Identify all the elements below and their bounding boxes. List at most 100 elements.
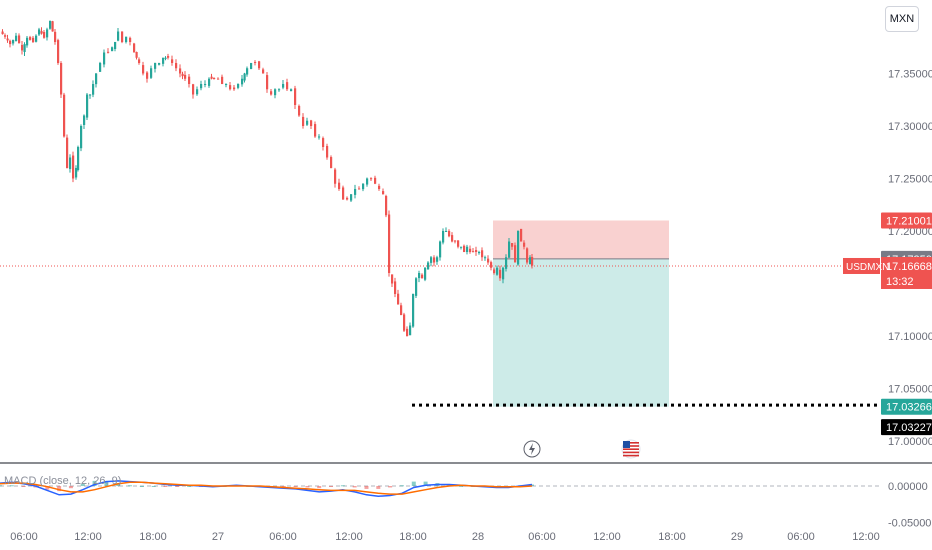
candle-body bbox=[29, 37, 32, 40]
currency-button[interactable]: MXN bbox=[885, 6, 919, 32]
current-price-tag: 17.16668 13:32 bbox=[881, 256, 932, 289]
candle-body bbox=[430, 257, 433, 263]
time-tick-label: 12:00 bbox=[74, 531, 102, 543]
candle-body bbox=[246, 68, 249, 75]
macd-pane[interactable] bbox=[0, 480, 880, 498]
candle-body bbox=[204, 84, 207, 85]
candle-body bbox=[502, 267, 505, 280]
event-markers bbox=[523, 439, 641, 459]
candle-body bbox=[415, 278, 418, 296]
candle-body bbox=[526, 248, 529, 263]
candle-body bbox=[243, 73, 246, 81]
svg-text:17.03266: 17.03266 bbox=[886, 402, 932, 414]
candle-body bbox=[158, 63, 161, 65]
candle-body bbox=[146, 72, 149, 79]
macd-histogram-bar bbox=[139, 486, 144, 487]
macd-histogram-bar bbox=[376, 486, 381, 489]
candle-body bbox=[505, 257, 508, 269]
macd-histogram-bar bbox=[423, 481, 428, 486]
candle-body bbox=[179, 68, 182, 74]
price-pane[interactable] bbox=[0, 20, 932, 464]
candle-body bbox=[523, 242, 526, 247]
candle-body bbox=[388, 214, 391, 273]
time-tick-label: 18:00 bbox=[139, 531, 167, 543]
time-tick-label: 06:00 bbox=[10, 531, 38, 543]
candle-body bbox=[258, 61, 261, 69]
candle-body bbox=[1, 31, 4, 35]
macd-histogram-bar bbox=[352, 486, 357, 488]
candle-body bbox=[418, 273, 421, 279]
stop-loss-zone[interactable] bbox=[493, 220, 669, 259]
candle-body bbox=[51, 21, 54, 32]
candle-body bbox=[478, 252, 481, 254]
candle-body bbox=[460, 246, 463, 248]
candle-body bbox=[421, 274, 424, 279]
macd-histogram-bar bbox=[399, 485, 404, 487]
candle-body bbox=[43, 31, 46, 38]
macd-histogram-bar bbox=[0, 485, 2, 487]
candle-body bbox=[46, 29, 49, 38]
candle-body bbox=[77, 147, 80, 170]
candle-body bbox=[233, 87, 236, 90]
price-tick-label: 17.30000 bbox=[888, 121, 932, 133]
lightning-icon[interactable] bbox=[523, 440, 541, 458]
candle-body bbox=[23, 44, 26, 52]
candle-body bbox=[400, 305, 403, 315]
candle-body bbox=[346, 197, 349, 200]
candle-body bbox=[181, 73, 184, 77]
candle-body bbox=[250, 63, 253, 69]
candle-body bbox=[318, 136, 321, 138]
macd-histogram-bar bbox=[21, 486, 26, 487]
candle-body bbox=[175, 63, 178, 69]
price-tick-label: 17.05000 bbox=[888, 384, 932, 396]
candle-body bbox=[403, 314, 406, 331]
candle-body bbox=[322, 138, 325, 147]
price-axis[interactable]: 17.3500017.3000017.2500017.2000017.15000… bbox=[888, 69, 932, 530]
svg-text:17.21001: 17.21001 bbox=[886, 215, 932, 227]
candle-body bbox=[210, 76, 213, 79]
candle-body bbox=[26, 37, 29, 46]
macd-tick-label: 0.00000 bbox=[888, 481, 928, 493]
time-axis[interactable]: 06:00 12:00 18:00 27 06:00 12:00 18:00 28 06:00 1… bbox=[10, 531, 880, 543]
candle-body bbox=[310, 120, 313, 126]
candle-body bbox=[92, 84, 95, 95]
macd-histogram-bar bbox=[411, 481, 416, 486]
candle-body bbox=[217, 78, 220, 80]
candle-body bbox=[366, 178, 369, 185]
macd-histogram-bar bbox=[187, 486, 192, 487]
candle-body bbox=[370, 178, 373, 180]
candle-body bbox=[433, 257, 436, 263]
price-tags: 17.2100117.1735017.1666813:32USDMXN17.03… bbox=[843, 212, 932, 436]
macd-histogram-bar bbox=[128, 485, 133, 487]
candle-body bbox=[394, 281, 397, 294]
price-tick-label: 17.00000 bbox=[888, 436, 932, 448]
candle-body bbox=[117, 31, 120, 41]
macd-histogram-bar bbox=[175, 486, 180, 487]
candle-body bbox=[306, 120, 309, 125]
macd-histogram-bar bbox=[92, 480, 97, 486]
candle-body bbox=[442, 231, 445, 243]
candle-body bbox=[125, 36, 128, 43]
us-flag-icon[interactable] bbox=[621, 439, 641, 459]
macd-histogram-bar bbox=[281, 486, 286, 487]
macd-histogram-bar bbox=[329, 486, 334, 487]
candle-body bbox=[266, 75, 269, 90]
candle-body bbox=[135, 51, 138, 58]
candle-body bbox=[338, 182, 341, 189]
candle-body bbox=[302, 116, 305, 126]
candle-body bbox=[32, 37, 35, 42]
macd-histogram-bar bbox=[68, 486, 73, 489]
macd-histogram-bar bbox=[9, 485, 14, 487]
time-tick-label: 27 bbox=[212, 531, 224, 543]
candle-body bbox=[9, 40, 12, 45]
candle-body bbox=[237, 84, 240, 88]
macd-histogram-bar bbox=[317, 486, 322, 489]
candle-body bbox=[487, 258, 490, 263]
time-tick-label: 28 bbox=[472, 531, 484, 543]
candle-body bbox=[409, 325, 412, 336]
candle-body bbox=[463, 245, 466, 252]
take-profit-zone[interactable] bbox=[493, 258, 669, 407]
candle-body bbox=[298, 105, 301, 116]
target-price-tag: 17.03266 bbox=[881, 398, 932, 415]
